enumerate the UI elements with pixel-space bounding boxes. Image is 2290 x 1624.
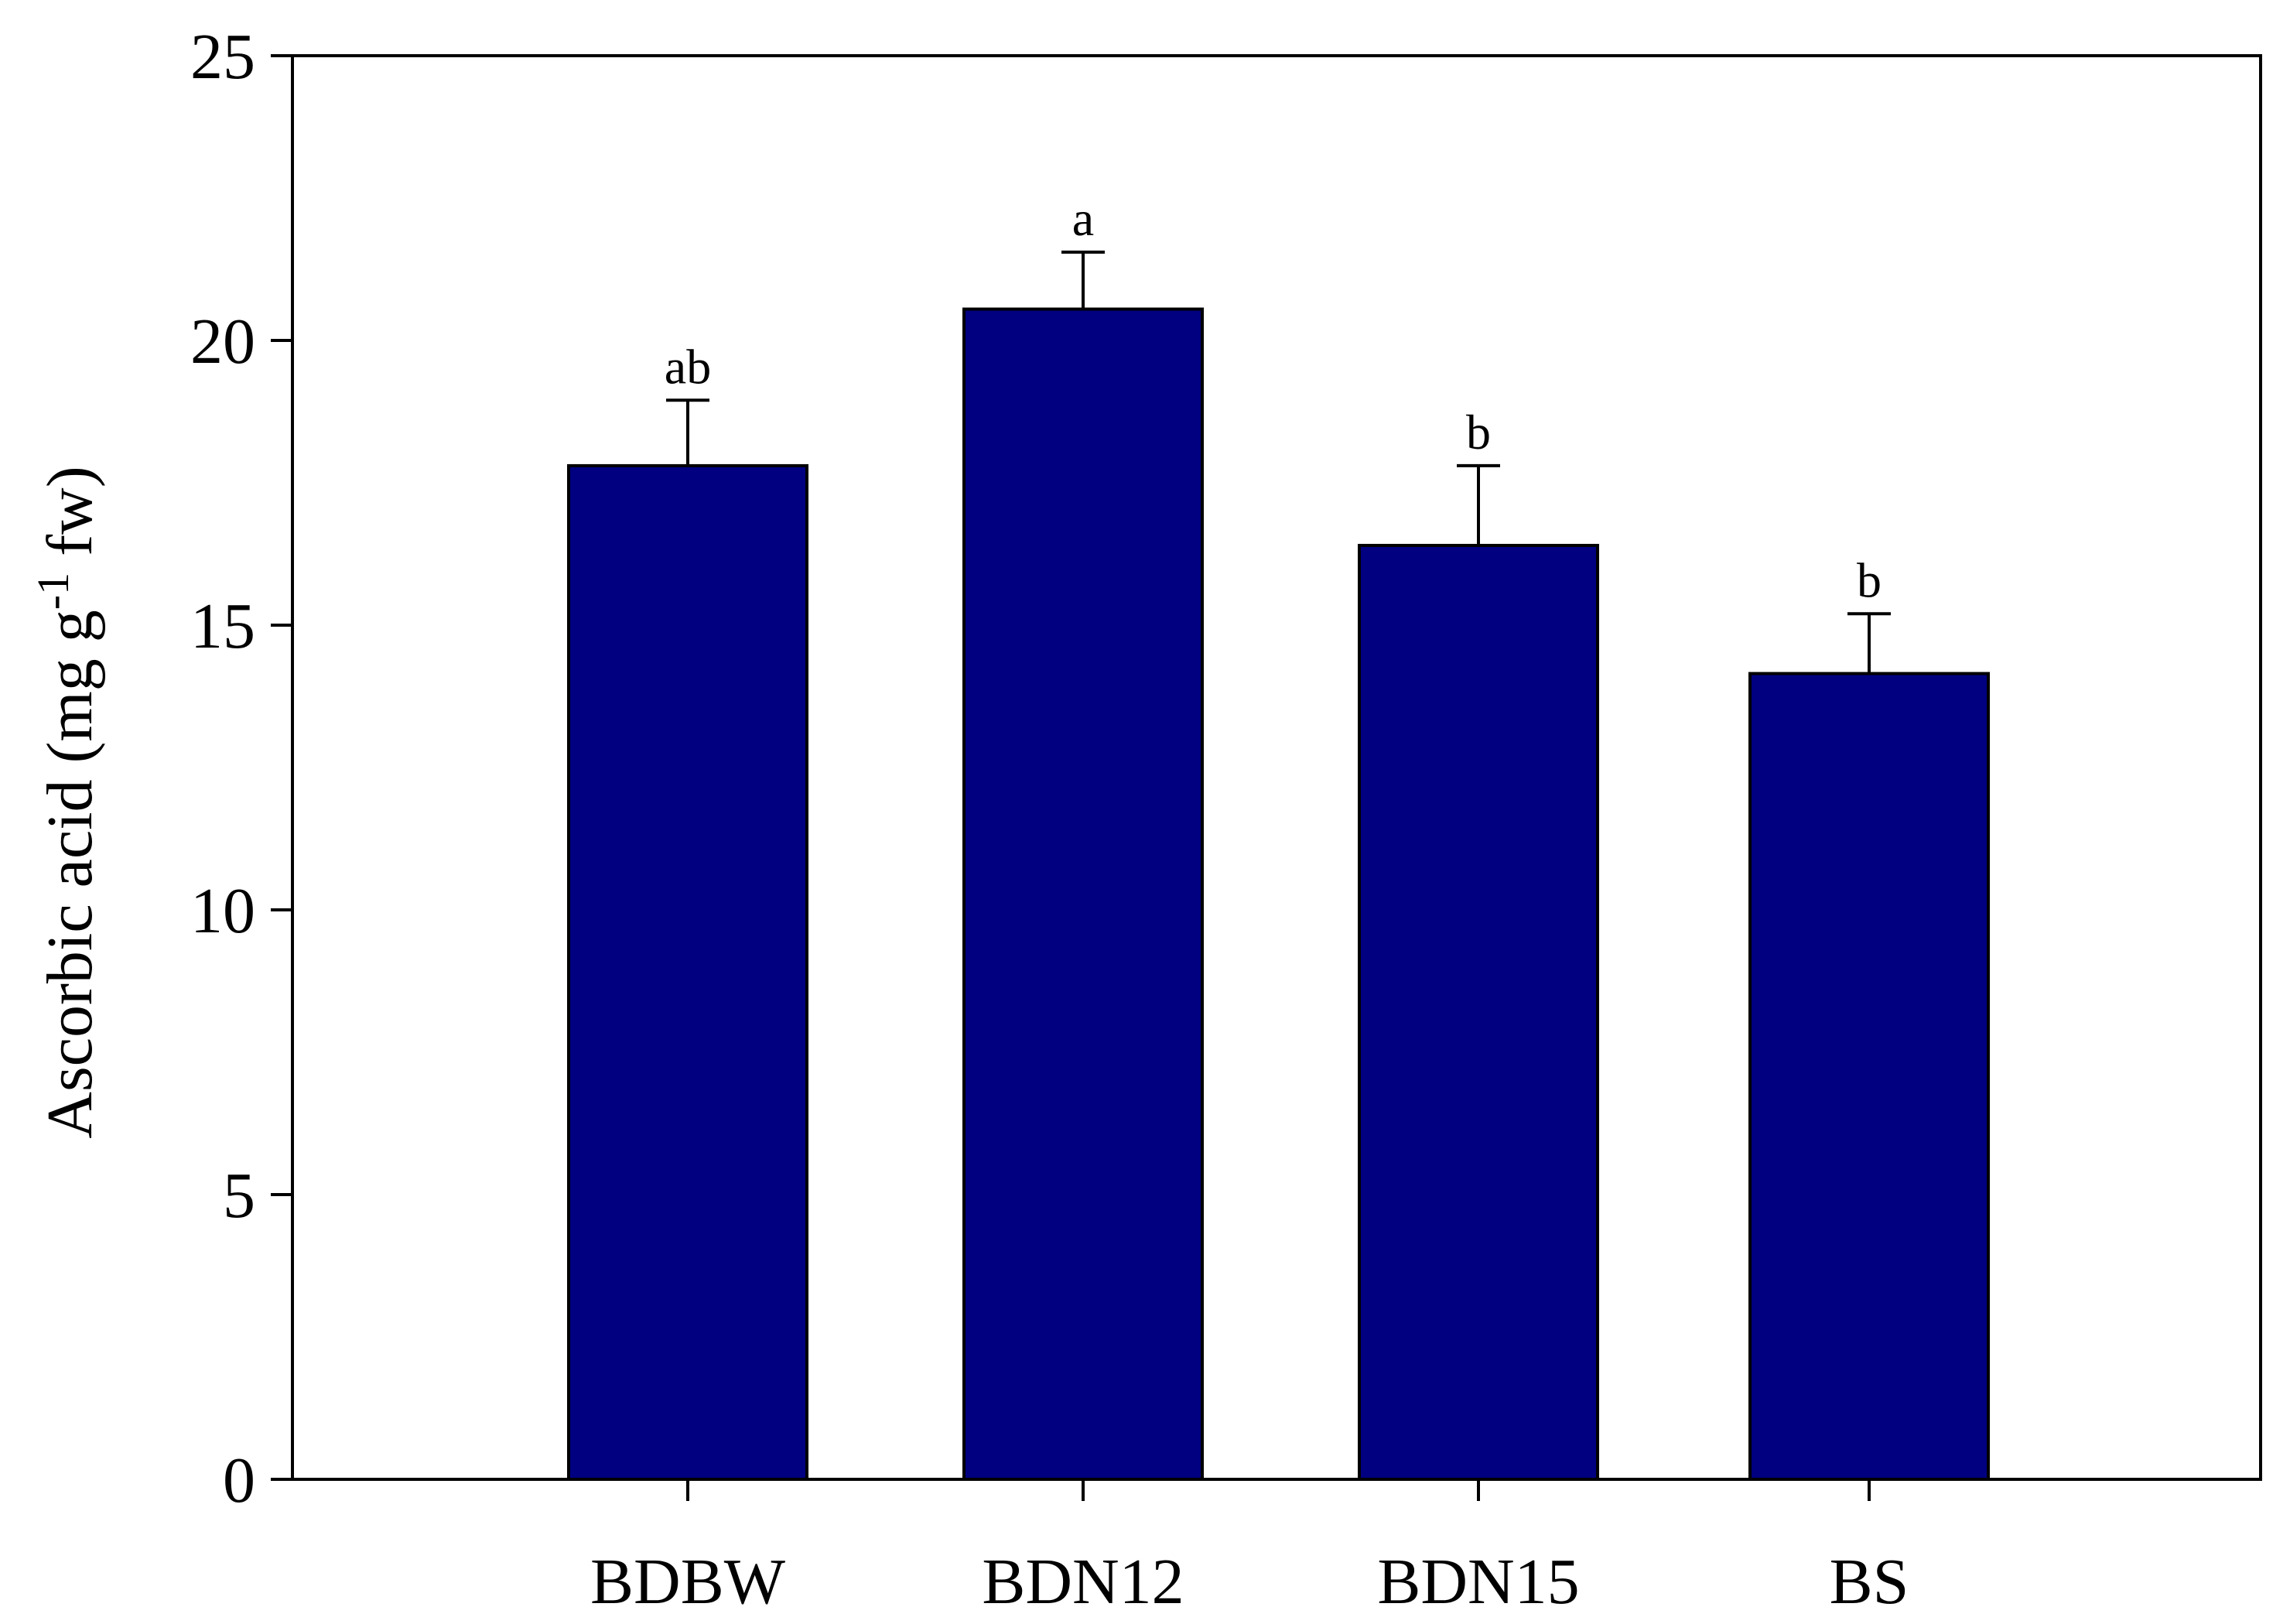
x-tick-label: BDN15 [1377,1546,1579,1618]
y-tick-label: 20 [190,306,255,378]
significance-label: a [1072,191,1094,246]
y-tick-label: 5 [223,1160,255,1232]
bar-bdn15 [1358,543,1599,1482]
significance-label: b [1466,405,1491,460]
plot-frame [291,54,2262,1481]
y-tick-label: 10 [190,875,255,947]
bar-bdbw [567,463,808,1481]
y-axis-title: Ascorbic acid (mg g-1 fw) [28,466,106,1138]
bars [567,307,1990,1482]
x-tick-label: BS [1830,1546,1909,1618]
y-tick-label: 25 [190,21,255,93]
plot-area [291,54,2262,1481]
y-tick-label: 0 [223,1445,255,1516]
bar-bdn12 [962,307,1204,1481]
x-axis: BDBW BDN12 BDN15 BS [590,1479,1909,1618]
error-bars [666,250,1891,674]
x-tick-label: BDBW [590,1546,786,1618]
bar-bs [1748,672,1990,1481]
y-axis: 0 5 10 15 20 25 [190,21,292,1516]
significance-label: b [1857,552,1882,607]
significance-label: ab [665,339,711,394]
y-tick-label: 15 [190,590,255,662]
y-axis-title-suffix: fw) [34,466,106,573]
x-tick-label: BDN12 [982,1546,1184,1618]
y-axis-title-main: Ascorbic acid (mg g [34,610,106,1138]
y-axis-title-superscript: -1 [28,573,78,610]
